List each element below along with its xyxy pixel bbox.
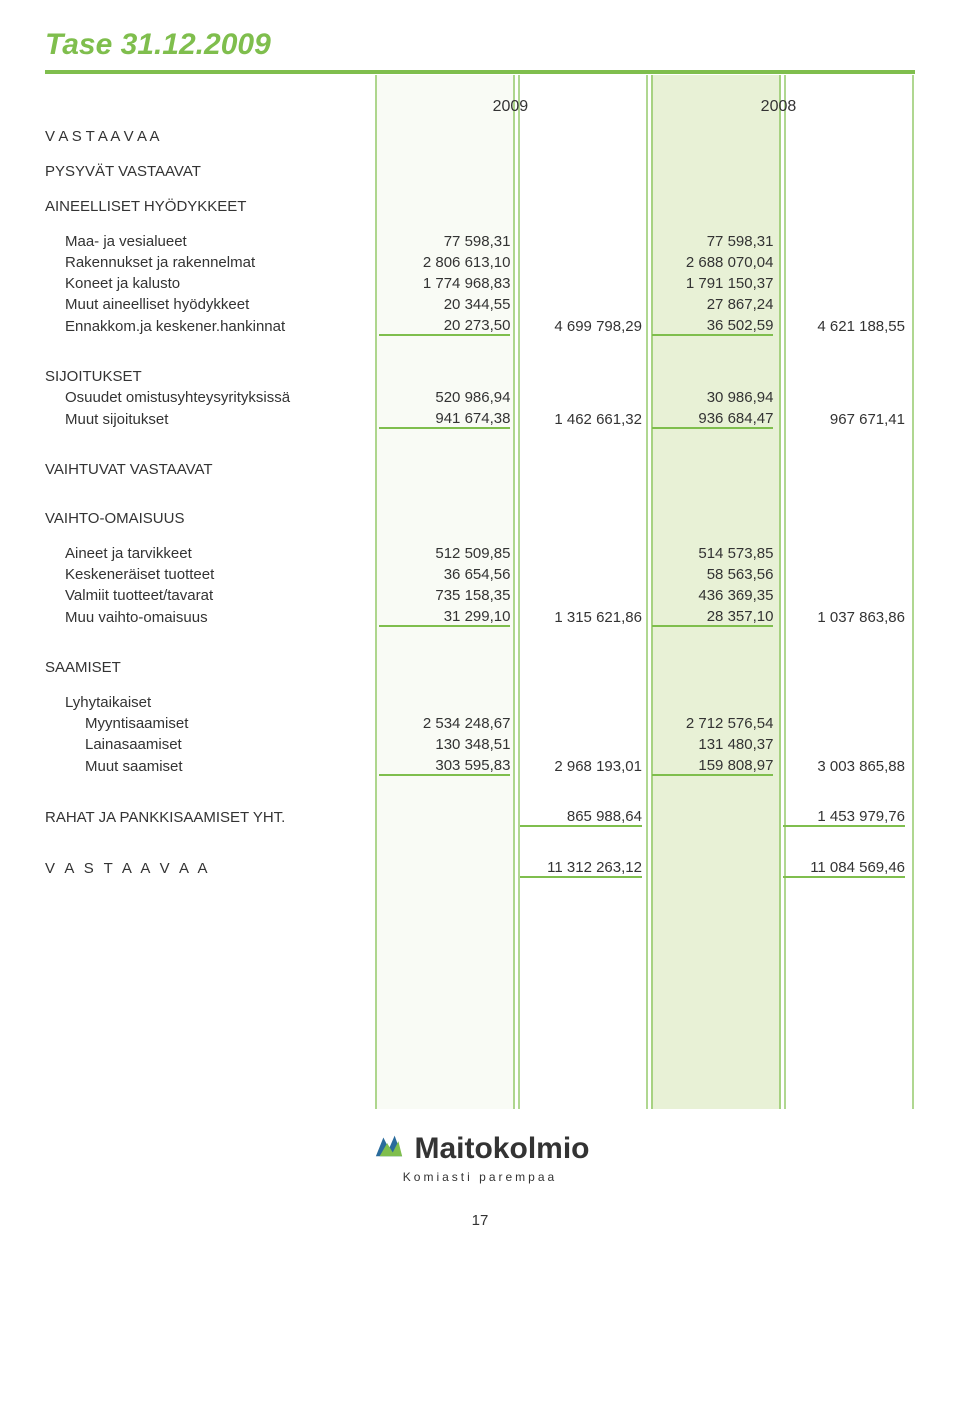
vaihtuvat-heading: VAIHTUVAT VASTAAVAT bbox=[45, 459, 915, 480]
row-ennakkomaksut: Ennakkom.ja keskener.hankinnat20 273,504… bbox=[45, 315, 915, 338]
row-muut-aineelliset: Muut aineelliset hyödykkeet20 344,5527 8… bbox=[45, 294, 915, 315]
saamiset-heading: SAAMISET bbox=[45, 657, 915, 678]
year-2009: 2009 bbox=[379, 74, 652, 126]
row-valmiit-tuotteet: Valmiit tuotteet/tavarat735 158,35436 36… bbox=[45, 585, 915, 606]
logo: Maitokolmio bbox=[370, 1130, 589, 1168]
logo-slogan: Komiasti parempaa bbox=[45, 1170, 915, 1184]
row-vastaavaa-total: V A S T A A V A A11 312 263,1211 084 569… bbox=[45, 857, 915, 880]
page-number: 17 bbox=[45, 1212, 915, 1229]
row-lyhytaikaiset: Lyhytaikaiset bbox=[45, 692, 915, 713]
row-keskeneraiset: Keskeneräiset tuotteet36 654,5658 563,56 bbox=[45, 564, 915, 585]
pysyvat-heading: PYSYVÄT VASTAAVAT bbox=[45, 161, 915, 182]
logo-area: Maitokolmio Komiasti parempaa bbox=[45, 1080, 915, 1184]
row-muut-saamiset: Muut saamiset303 595,832 968 193,01159 8… bbox=[45, 755, 915, 778]
year-2008: 2008 bbox=[652, 74, 915, 126]
balance-sheet-table: 2009 2008 V A S T A A V A A PYSYVÄT VAST… bbox=[45, 74, 915, 1080]
row-myyntisaamiset: Myyntisaamiset2 534 248,672 712 576,54 bbox=[45, 713, 915, 734]
row-maa-vesialueet: Maa- ja vesialueet77 598,3177 598,31 bbox=[45, 231, 915, 252]
row-rakennukset: Rakennukset ja rakennelmat2 806 613,102 … bbox=[45, 252, 915, 273]
page-title: Tase 31.12.2009 bbox=[45, 0, 915, 74]
row-rahat-pankkisaamiset: RAHAT JA PANKKISAAMISET YHT.865 988,641 … bbox=[45, 806, 915, 829]
row-muut-sijoitukset: Muut sijoitukset941 674,381 462 661,3293… bbox=[45, 408, 915, 431]
row-osuudet: Osuudet omistusyhteysyrityksissä520 986,… bbox=[45, 387, 915, 408]
aineelliset-heading: AINEELLISET HYÖDYKKEET bbox=[45, 196, 915, 217]
logo-icon bbox=[370, 1130, 408, 1168]
row-lainasaamiset: Lainasaamiset130 348,51131 480,37 bbox=[45, 734, 915, 755]
row-aineet-tarvikkeet: Aineet ja tarvikkeet512 509,85514 573,85 bbox=[45, 543, 915, 564]
row-muu-vaihto-omaisuus: Muu vaihto-omaisuus31 299,101 315 621,86… bbox=[45, 606, 915, 629]
year-header-row: 2009 2008 bbox=[45, 74, 915, 126]
row-koneet: Koneet ja kalusto1 774 968,831 791 150,3… bbox=[45, 273, 915, 294]
sijoitukset-heading: SIJOITUKSET bbox=[45, 366, 915, 387]
logo-text: Maitokolmio bbox=[414, 1132, 589, 1166]
vastaavaa-heading: V A S T A A V A A bbox=[45, 126, 915, 147]
vaihto-omaisuus-heading: VAIHTO-OMAISUUS bbox=[45, 508, 915, 529]
